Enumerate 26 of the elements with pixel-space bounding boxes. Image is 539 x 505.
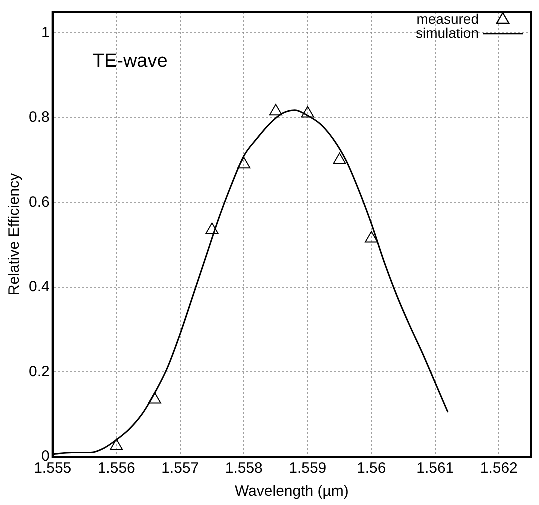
x-tick-label: 1.561 <box>416 460 454 478</box>
annotation: TE-wave <box>92 51 168 72</box>
point <box>269 104 283 116</box>
x-tick-label: 1.558 <box>225 460 263 478</box>
point <box>365 231 378 243</box>
x-tick-label: 1.556 <box>98 460 136 478</box>
legend-label: measured <box>416 10 479 27</box>
point <box>110 438 124 450</box>
x-tick-label: 1.559 <box>289 460 327 478</box>
x-tick-label: 1.557 <box>162 460 200 478</box>
y-tick-label: 0.2 <box>28 363 50 380</box>
point <box>333 152 346 164</box>
x-tick-label: 1.56 <box>357 460 386 478</box>
point <box>238 157 251 169</box>
x-tick-label: 1.562 <box>480 460 518 478</box>
x-tick-label: 1.555 <box>34 460 72 478</box>
x-axis-title: Wavelength (µm) <box>234 483 349 500</box>
y-tick-label: 0.8 <box>28 109 50 126</box>
point <box>148 392 162 404</box>
y-tick-label: 1 <box>42 24 50 42</box>
y-tick-label: 0.4 <box>28 278 50 296</box>
point <box>301 106 314 118</box>
y-axis-title: Relative Efficiency <box>6 172 24 296</box>
point <box>206 222 219 234</box>
legend-label: simulation <box>416 24 479 41</box>
y-tick-label: 0.6 <box>28 194 50 211</box>
